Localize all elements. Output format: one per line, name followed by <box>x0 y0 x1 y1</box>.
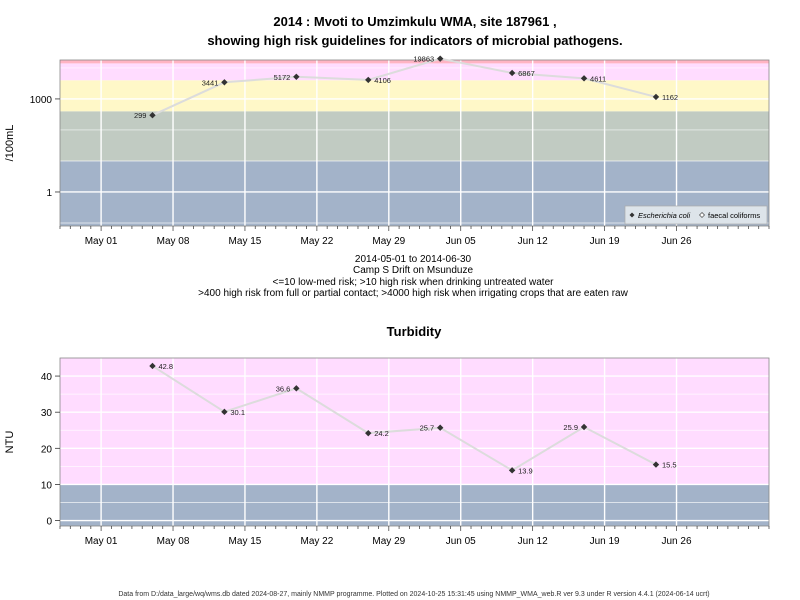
y-tick-label: 30 <box>41 408 53 419</box>
y-tick-label: 1 <box>46 188 52 199</box>
y-tick-label: 0 <box>46 517 52 528</box>
data-label: 4106 <box>374 76 391 85</box>
y-tick-label: 20 <box>41 444 53 455</box>
data-point <box>580 75 588 82</box>
x-tick-label: May 08 <box>157 236 190 247</box>
data-point <box>436 55 444 62</box>
ecoli-panel: May 01 May 08 May 15 May 22 May 29 Jun 05 Jun … <box>4 55 770 247</box>
data-point <box>580 423 588 431</box>
data-point <box>149 111 156 119</box>
page-title-line-1: 2014 : Mvoti to Umzimkulu WMA, site 1879… <box>273 14 556 29</box>
data-label: 5172 <box>274 73 291 82</box>
x-tick-label: Jun 05 <box>446 536 476 547</box>
data-label: 42.8 <box>158 362 173 371</box>
data-point <box>293 385 300 392</box>
x-tick-label: Jun 05 <box>446 236 476 247</box>
data-point <box>149 362 156 370</box>
series-line <box>152 57 657 117</box>
legend-label-faecal: faecal coliforms <box>708 211 760 220</box>
risk-band-band_pink <box>60 358 769 485</box>
turbidity-panel: May 01 May 08 May 15 May 22 May 29 Jun 05 Jun … <box>4 357 770 547</box>
x-tick-label: May 15 <box>229 236 262 247</box>
y-axis-label: NTU <box>4 431 16 454</box>
data-label: 4611 <box>590 74 606 83</box>
data-point <box>365 76 372 84</box>
data-label: 13.9 <box>518 466 533 475</box>
x-tick-label: Jun 26 <box>662 236 692 247</box>
x-tick-label: May 01 <box>85 536 118 547</box>
page-title-line-2: showing high risk guidelines for indicat… <box>207 33 622 48</box>
risk-band-band_mid <box>60 111 769 161</box>
data-label: 6867 <box>518 69 535 78</box>
data-point <box>652 93 660 101</box>
data-point <box>436 424 444 431</box>
x-tick-label: May 22 <box>300 236 333 247</box>
y-tick-label: 1000 <box>30 95 53 106</box>
data-label: 19863 <box>413 55 434 64</box>
data-point <box>221 79 228 86</box>
y-tick-label: 10 <box>41 480 53 491</box>
x-tick-label: May 01 <box>85 236 118 247</box>
data-label: 25.9 <box>563 423 578 432</box>
subtitle-line-1: 2014-05-01 to 2014-06-30 <box>355 254 472 265</box>
data-point <box>365 429 372 437</box>
data-label: 299 <box>134 111 147 120</box>
subtitle-line-4: >400 high risk from full or partial cont… <box>198 288 628 299</box>
turbidity-panel-title: Turbidity <box>387 324 442 339</box>
y-tick-label: 40 <box>41 372 53 383</box>
subtitle-line-2: Camp S Drift on Msunduze <box>353 265 473 276</box>
x-tick-label: Jun 26 <box>662 536 692 547</box>
risk-band-band_red <box>60 60 769 64</box>
data-point <box>508 69 516 77</box>
data-label: 1162 <box>662 93 678 102</box>
x-tick-label: May 22 <box>300 536 333 547</box>
data-label: 15.5 <box>662 461 677 470</box>
data-point <box>221 408 228 416</box>
data-label: 25.7 <box>420 424 435 433</box>
data-label: 3441 <box>202 78 219 87</box>
plot-frame <box>59 357 770 527</box>
data-point <box>293 73 300 80</box>
x-tick-label: May 08 <box>157 536 190 547</box>
subtitle-line-3: <=10 low-med risk; >10 high risk when dr… <box>273 277 555 288</box>
data-point <box>508 467 516 474</box>
x-tick-label: Jun 19 <box>590 536 620 547</box>
x-tick-label: Jun 12 <box>518 536 548 547</box>
x-tick-label: May 29 <box>372 236 405 247</box>
y-axis-label: /100mL <box>4 125 16 162</box>
data-point <box>652 461 660 468</box>
x-tick-label: May 29 <box>372 536 405 547</box>
data-label: 36.6 <box>276 384 291 393</box>
data-label: 24.2 <box>374 429 389 438</box>
legend-marker-ecoli <box>629 212 635 218</box>
legend-box <box>624 205 768 225</box>
series-line <box>151 365 657 472</box>
footer-note: Data from D:/data_large/wq/wms.db dated … <box>118 591 709 598</box>
x-tick-label: Jun 19 <box>590 236 620 247</box>
legend-marker-faecal <box>699 212 705 218</box>
data-label: 30.1 <box>230 408 245 417</box>
legend-label-ecoli: Escherichia coli <box>638 211 690 220</box>
x-tick-label: Jun 12 <box>518 236 548 247</box>
risk-band-band_low <box>60 484 769 526</box>
plot-frame <box>59 59 770 227</box>
x-tick-label: May 15 <box>229 536 262 547</box>
